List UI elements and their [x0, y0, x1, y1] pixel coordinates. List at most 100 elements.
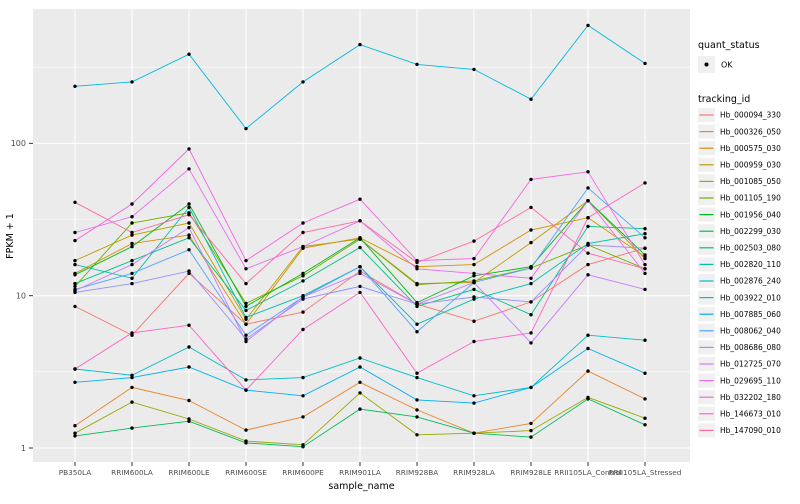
data-point — [187, 52, 191, 56]
data-point — [415, 283, 419, 287]
data-point — [73, 284, 77, 289]
data-point — [244, 339, 248, 344]
data-point — [415, 267, 419, 271]
data-point — [301, 274, 305, 278]
data-point — [415, 322, 419, 326]
data-point — [73, 230, 77, 235]
data-point — [529, 428, 533, 433]
data-point — [643, 397, 647, 401]
data-point — [358, 380, 362, 384]
data-point — [415, 433, 419, 437]
data-point — [472, 394, 476, 398]
data-point — [244, 441, 248, 445]
legend-label-Hb_000094_330: Hb_000094_330 — [720, 111, 781, 120]
data-point — [643, 181, 647, 185]
data-point — [529, 177, 533, 182]
data-point — [529, 300, 533, 304]
data-point — [643, 371, 647, 375]
data-point — [130, 276, 134, 280]
legend-label-Hb_001956_040: Hb_001956_040 — [720, 210, 781, 219]
data-point — [643, 61, 647, 66]
legend-label-Hb_000575_030: Hb_000575_030 — [720, 144, 781, 153]
data-point — [472, 274, 476, 278]
data-point — [529, 421, 533, 426]
data-point — [187, 205, 191, 210]
x-tick-label: RRIM928BA — [396, 468, 439, 477]
legend-title-tracking-id: tracking_id — [698, 94, 750, 105]
data-point — [529, 266, 533, 270]
data-point — [244, 126, 248, 131]
data-point — [472, 67, 476, 72]
y-tick-label: 10 — [16, 291, 26, 300]
data-point — [472, 319, 476, 323]
data-point — [586, 397, 590, 401]
data-point — [73, 273, 77, 277]
data-point — [130, 375, 134, 380]
data-point — [187, 365, 191, 369]
data-point — [130, 202, 134, 206]
data-point — [301, 445, 305, 449]
data-point — [244, 308, 248, 313]
legend-label-Hb_008686_080: Hb_008686_080 — [720, 343, 781, 352]
data-point — [472, 256, 476, 261]
x-tick-label: RRIM600LA — [111, 468, 153, 477]
x-tick-label: RRIM901LA — [339, 468, 381, 477]
legend-label-Hb_008062_040: Hb_008062_040 — [720, 327, 781, 336]
data-point — [529, 240, 533, 245]
legend-label-Hb_003922_010: Hb_003922_010 — [720, 293, 781, 302]
data-point — [586, 224, 590, 229]
data-point — [586, 216, 590, 220]
data-point — [415, 260, 419, 265]
data-point — [244, 267, 248, 271]
data-point — [130, 233, 134, 237]
data-point — [130, 271, 134, 276]
data-point — [586, 186, 590, 190]
x-tick-label: RRIM600PE — [282, 468, 324, 477]
data-point — [358, 356, 362, 360]
data-point — [586, 262, 590, 267]
data-point — [643, 267, 647, 271]
data-point — [130, 385, 134, 390]
data-point — [529, 313, 533, 317]
data-point — [415, 371, 419, 375]
data-point — [529, 331, 533, 335]
data-point — [586, 346, 590, 351]
data-point — [472, 271, 476, 276]
data-point — [358, 236, 362, 240]
data-point — [415, 398, 419, 402]
data-point — [643, 236, 647, 240]
data-point — [472, 339, 476, 344]
data-point — [529, 276, 533, 280]
data-point — [130, 80, 134, 84]
data-point — [472, 287, 476, 292]
data-point — [358, 271, 362, 276]
legend-point-marker — [704, 62, 709, 67]
y-tick-label: 1 — [21, 444, 26, 453]
data-point — [358, 197, 362, 201]
data-point — [187, 225, 191, 230]
data-point — [643, 227, 647, 231]
data-point — [187, 345, 191, 349]
data-point — [529, 385, 533, 390]
legend-label-Hb_001105_190: Hb_001105_190 — [720, 194, 781, 203]
data-point — [301, 80, 305, 84]
data-point — [415, 62, 419, 67]
data-point — [244, 322, 248, 326]
data-point — [358, 284, 362, 289]
legend-label-Hb_002820_110: Hb_002820_110 — [720, 260, 781, 269]
data-point — [415, 330, 419, 334]
x-tick-label: PB350LA — [59, 468, 92, 477]
data-point — [187, 419, 191, 423]
legend-label-Hb_000959_030: Hb_000959_030 — [720, 161, 781, 170]
data-point — [187, 167, 191, 171]
data-point — [643, 256, 647, 261]
data-point — [529, 97, 533, 101]
data-point — [586, 23, 590, 28]
data-point — [586, 369, 590, 373]
data-point — [73, 380, 77, 384]
x-tick-label: RRII105LA_Control — [554, 468, 622, 477]
data-point — [73, 288, 77, 293]
data-point — [472, 401, 476, 405]
gridlines — [33, 9, 690, 462]
